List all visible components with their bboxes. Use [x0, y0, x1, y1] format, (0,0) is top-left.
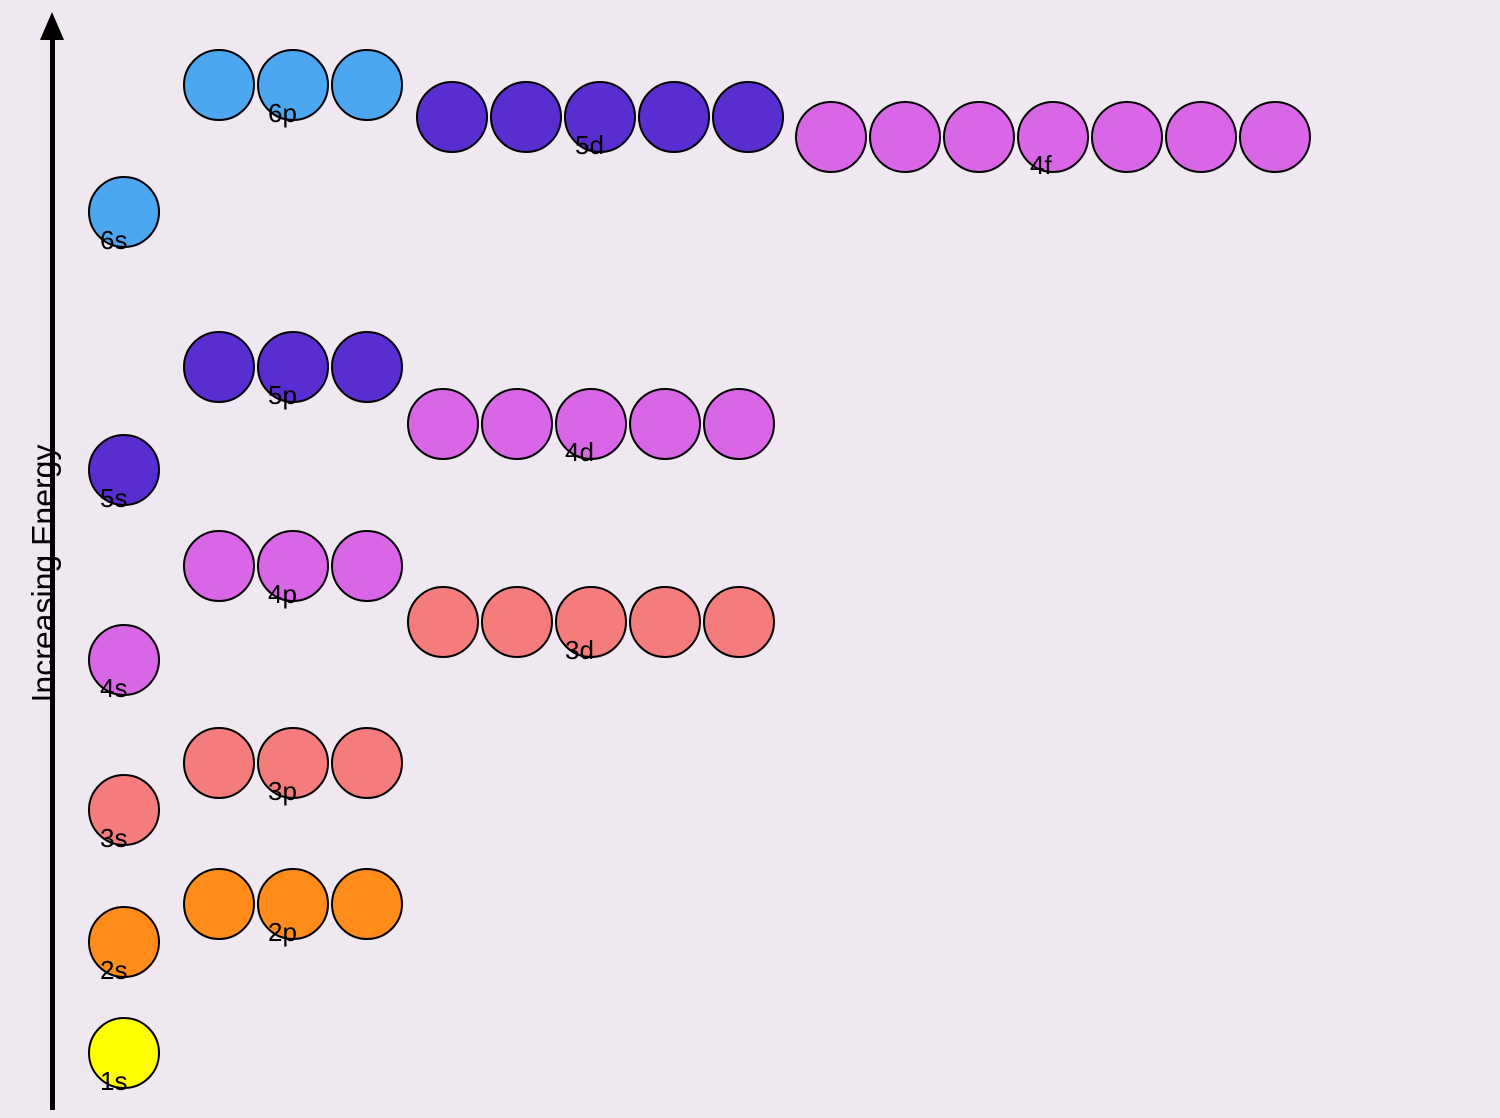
orbital-circle-5d [638, 81, 710, 153]
orbital-label-2s: 2s [100, 955, 127, 986]
orbital-circle-5d [712, 81, 784, 153]
orbital-circle-5p [183, 331, 255, 403]
orbital-circle-3d [407, 586, 479, 658]
orbital-circle-2p [183, 868, 255, 940]
orbital-circle-4f [943, 101, 1015, 173]
orbital-circle-5d [416, 81, 488, 153]
orbital-circle-6p [331, 49, 403, 121]
orbital-label-6p: 6p [268, 98, 297, 129]
orbital-circle-5p [331, 331, 403, 403]
orbital-label-3d: 3d [565, 635, 594, 666]
orbital-circle-3p [183, 727, 255, 799]
orbital-label-4d: 4d [565, 437, 594, 468]
orbital-circle-5d [490, 81, 562, 153]
orbital-circle-4f [1091, 101, 1163, 173]
orbital-circle-4d [481, 388, 553, 460]
orbital-circle-4p [183, 530, 255, 602]
orbital-label-5d: 5d [575, 130, 604, 161]
orbital-label-2p: 2p [268, 917, 297, 948]
orbital-label-5p: 5p [268, 380, 297, 411]
energy-axis-arrow-head [40, 12, 64, 40]
orbital-circle-4d [629, 388, 701, 460]
orbital-label-3p: 3p [268, 776, 297, 807]
orbital-circle-3p [331, 727, 403, 799]
orbital-circle-3d [629, 586, 701, 658]
orbital-circle-4f [1239, 101, 1311, 173]
orbital-circle-4d [703, 388, 775, 460]
orbital-label-4f: 4f [1030, 150, 1052, 181]
orbital-label-4s: 4s [100, 673, 127, 704]
orbital-circle-4p [331, 530, 403, 602]
orbital-circle-4d [407, 388, 479, 460]
orbital-label-5s: 5s [100, 483, 127, 514]
orbital-circle-4f [1165, 101, 1237, 173]
orbital-circle-3d [481, 586, 553, 658]
orbital-circle-4f [869, 101, 941, 173]
orbital-circle-4f [795, 101, 867, 173]
orbital-circle-6p [183, 49, 255, 121]
orbital-label-6s: 6s [100, 225, 127, 256]
orbital-circle-3d [703, 586, 775, 658]
orbital-label-1s: 1s [100, 1066, 127, 1097]
orbital-circle-2p [331, 868, 403, 940]
orbital-label-4p: 4p [268, 579, 297, 610]
orbital-circle-4f [1017, 101, 1089, 173]
energy-axis-label: Increasing Energy [25, 445, 62, 703]
orbital-label-3s: 3s [100, 823, 127, 854]
